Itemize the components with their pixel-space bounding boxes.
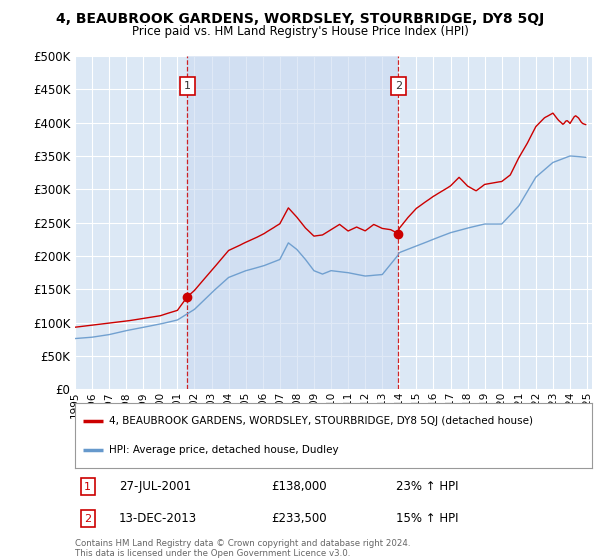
Text: 23% ↑ HPI: 23% ↑ HPI — [395, 480, 458, 493]
Text: 1: 1 — [85, 482, 91, 492]
Bar — [187, 56, 398, 389]
Text: 2: 2 — [395, 81, 402, 91]
Text: £233,500: £233,500 — [272, 512, 327, 525]
Text: 13-DEC-2013: 13-DEC-2013 — [119, 512, 197, 525]
Text: 1: 1 — [184, 81, 191, 91]
Text: 4, BEAUBROOK GARDENS, WORDSLEY, STOURBRIDGE, DY8 5QJ (detached house): 4, BEAUBROOK GARDENS, WORDSLEY, STOURBRI… — [109, 416, 533, 426]
Text: £138,000: £138,000 — [272, 480, 327, 493]
Text: Contains HM Land Registry data © Crown copyright and database right 2024.
This d: Contains HM Land Registry data © Crown c… — [75, 539, 410, 558]
Text: 4, BEAUBROOK GARDENS, WORDSLEY, STOURBRIDGE, DY8 5QJ: 4, BEAUBROOK GARDENS, WORDSLEY, STOURBRI… — [56, 12, 544, 26]
Text: 15% ↑ HPI: 15% ↑ HPI — [395, 512, 458, 525]
Text: 2: 2 — [85, 514, 91, 524]
Text: 27-JUL-2001: 27-JUL-2001 — [119, 480, 191, 493]
Text: Price paid vs. HM Land Registry's House Price Index (HPI): Price paid vs. HM Land Registry's House … — [131, 25, 469, 38]
Text: HPI: Average price, detached house, Dudley: HPI: Average price, detached house, Dudl… — [109, 445, 338, 455]
